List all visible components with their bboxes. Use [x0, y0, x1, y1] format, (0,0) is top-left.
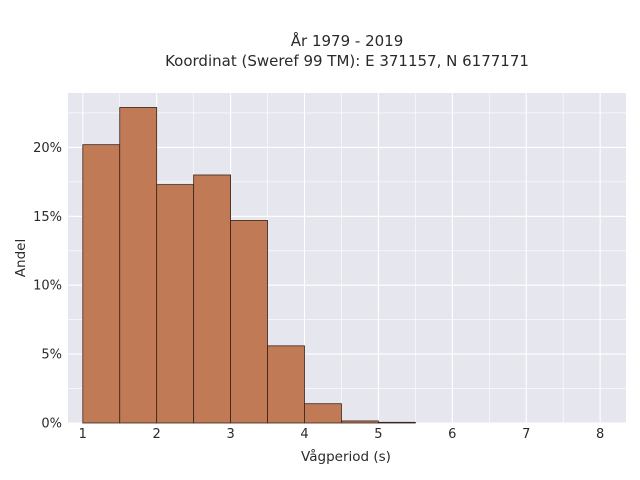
x-tick-label: 5 — [374, 427, 382, 442]
chart-title-line-2: Koordinat (Sweref 99 TM): E 371157, N 61… — [165, 52, 529, 70]
histogram-bar-1 — [82, 144, 121, 424]
histogram-bar-3 — [156, 184, 195, 424]
chart-title-line-1: År 1979 - 2019 — [291, 31, 404, 50]
x-axis-label: Vågperiod (s) — [301, 448, 391, 465]
x-tick-label: 3 — [226, 427, 234, 442]
y-tick-label: 20% — [33, 141, 62, 156]
histogram-bar-9 — [378, 421, 416, 424]
x-tick-label: 4 — [300, 427, 308, 442]
histogram-bar-2 — [119, 107, 158, 424]
x-tick-label: 8 — [596, 427, 604, 442]
x-tick-labels: 1 2 3 4 5 6 7 8 — [79, 427, 605, 442]
x-tick-label: 1 — [79, 427, 87, 442]
histogram-bar-8 — [341, 420, 379, 424]
x-tick-label: 2 — [153, 427, 161, 442]
histogram-bar-7 — [304, 403, 342, 424]
y-tick-label: 0% — [41, 417, 62, 432]
x-tick-label: 7 — [522, 427, 530, 442]
histogram-bar-4 — [193, 174, 231, 424]
y-tick-label: 10% — [33, 279, 62, 294]
x-tick-label: 6 — [448, 427, 456, 442]
histogram-bar-5 — [230, 220, 268, 424]
bars — [82, 107, 416, 424]
y-tick-label: 15% — [33, 210, 62, 225]
histogram-bar-6 — [267, 345, 305, 424]
y-axis-label: Andel — [13, 239, 29, 277]
y-tick-labels: 0% 5% 10% 15% 20% — [33, 141, 62, 432]
y-tick-label: 5% — [41, 348, 62, 363]
